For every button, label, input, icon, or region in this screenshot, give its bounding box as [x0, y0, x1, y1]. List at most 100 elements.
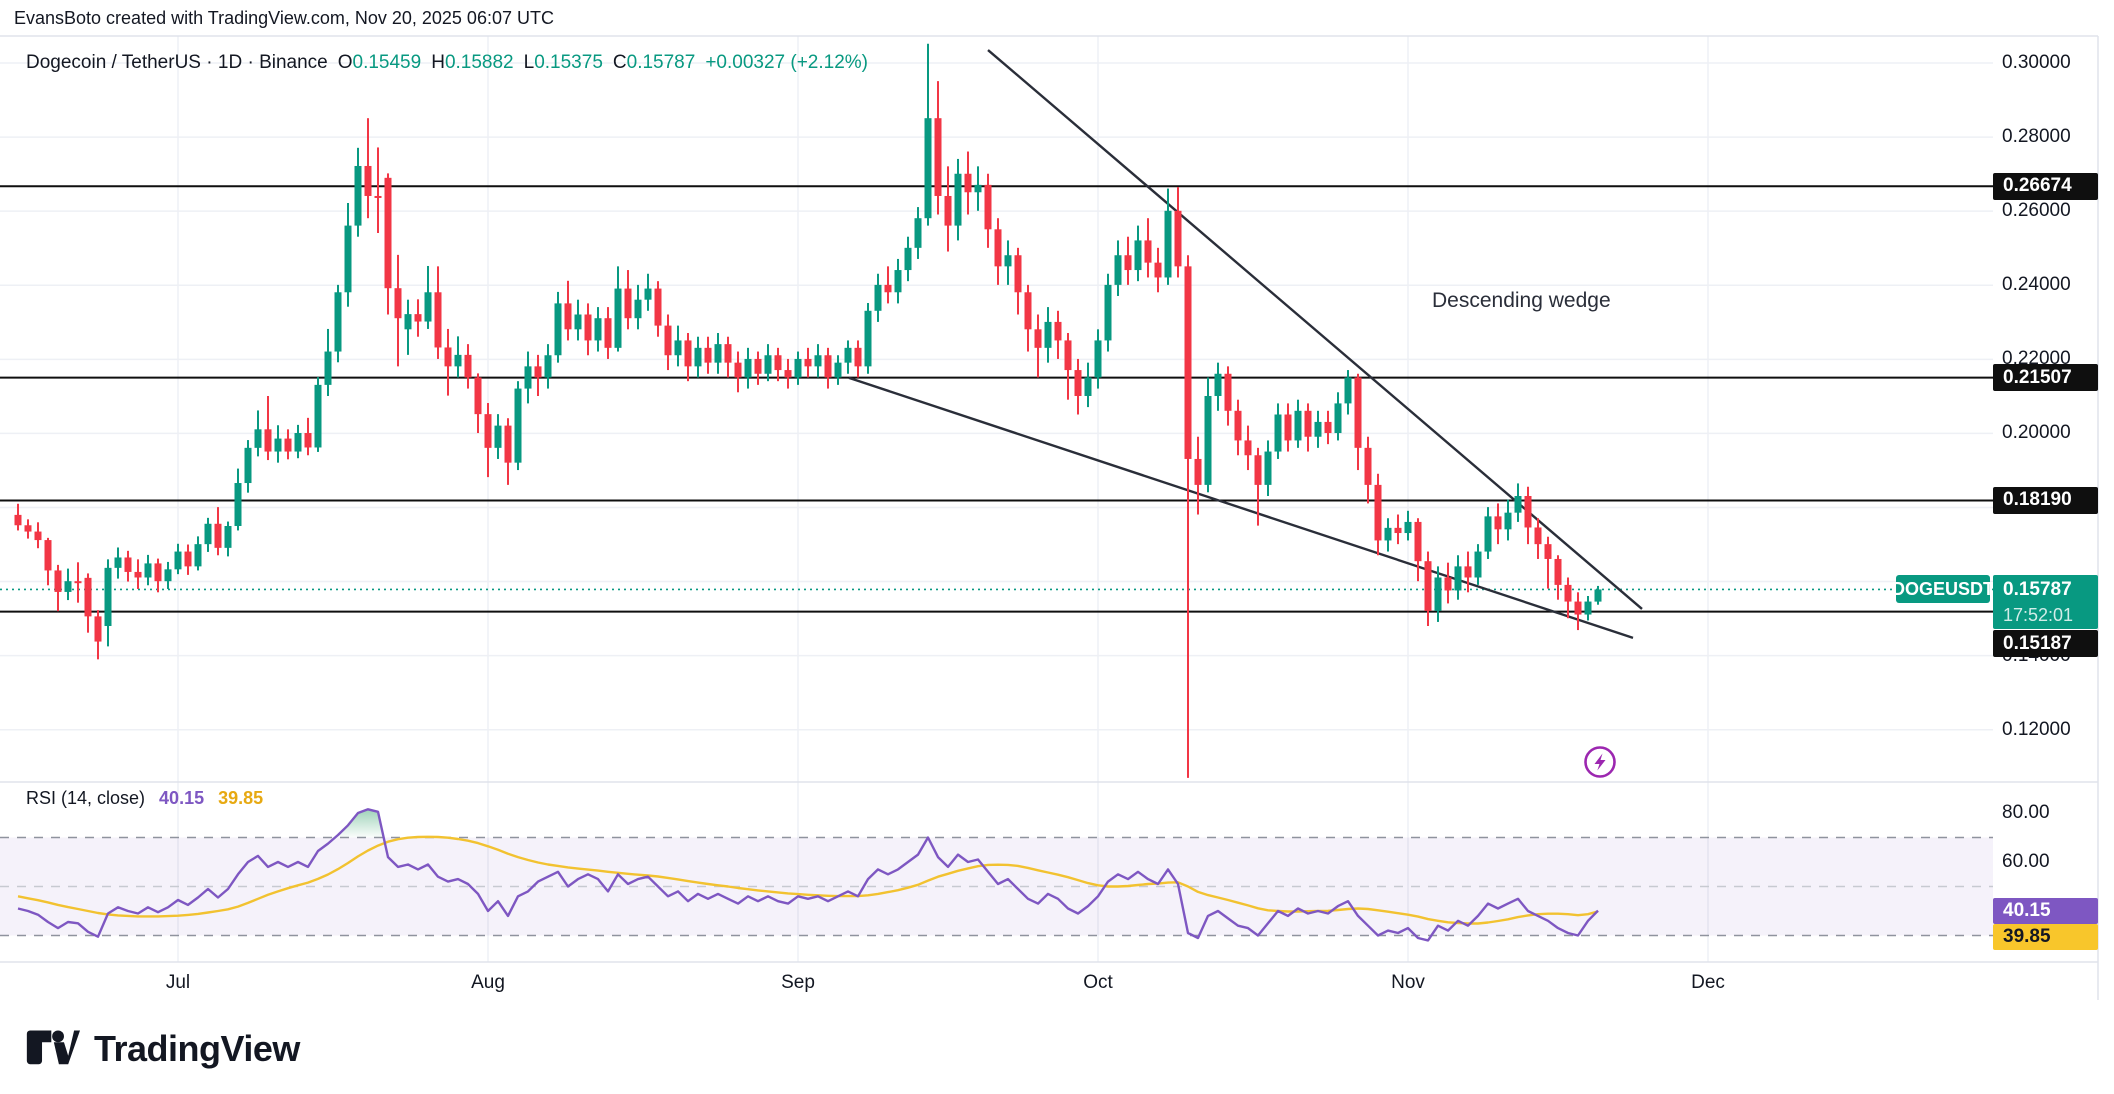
candle-body	[1324, 421, 1332, 434]
bar-countdown: 17:52:01	[2003, 605, 2074, 626]
candle-body	[894, 270, 902, 293]
rsi-line	[17, 808, 1599, 942]
candle-body	[1404, 521, 1412, 534]
candle-body	[244, 447, 252, 484]
candle-body	[794, 358, 802, 378]
candle-body	[1584, 601, 1592, 615]
candle-body	[1414, 521, 1422, 562]
rsi-title: RSI (14, close)	[26, 788, 146, 808]
candle-body	[644, 288, 652, 300]
tradingview-logo-icon	[26, 1030, 80, 1065]
time-axis-month-label: Aug	[471, 972, 505, 993]
rsi-overbought-fill	[335, 809, 384, 838]
candle-body	[754, 358, 762, 374]
candle-body	[624, 288, 632, 319]
candle-body	[1244, 440, 1252, 456]
candle-body	[194, 544, 202, 567]
candle-body	[104, 567, 112, 627]
candle-body	[474, 377, 482, 415]
candle-body	[1144, 240, 1152, 263]
candle-body	[364, 165, 372, 196]
time-axis-month-label: Jul	[165, 972, 191, 993]
candle-body	[294, 433, 302, 452]
interval-label: 1D	[217, 52, 243, 73]
candle-body	[204, 523, 212, 545]
candle-body	[494, 425, 502, 448]
candle-body	[614, 288, 622, 348]
candle-body	[1474, 551, 1482, 578]
candle-body	[304, 433, 312, 448]
symbol-legend[interactable]: Dogecoin / TetherUS · 1D · Binance O0.15…	[26, 52, 868, 74]
candle-body	[1564, 584, 1572, 602]
candle-body	[184, 551, 192, 567]
candle-body	[1494, 516, 1502, 530]
rsi-legend[interactable]: RSI (14, close) 40.15 39.85	[26, 788, 263, 809]
candle-body	[1384, 527, 1392, 541]
candle-body	[1464, 566, 1472, 578]
candle-body	[1134, 240, 1142, 271]
candle-body	[314, 384, 322, 448]
candle-body	[1044, 321, 1052, 348]
lightning-icon[interactable]	[1583, 745, 1617, 779]
candle-body	[964, 173, 972, 193]
price-tick: 0.22000	[2002, 348, 2071, 370]
candle-body	[694, 347, 702, 367]
candle-body	[1164, 210, 1172, 278]
candle-body	[1434, 577, 1442, 611]
price-tick: 0.12000	[2002, 718, 2071, 740]
candle-body	[784, 370, 792, 378]
candle-body	[844, 347, 852, 363]
candle-body	[164, 569, 172, 582]
candle-body	[1224, 373, 1232, 411]
symbol-title[interactable]: Dogecoin / TetherUS · 1D · Binance	[26, 52, 328, 73]
candle-body	[1084, 377, 1092, 396]
candle-body	[504, 425, 512, 463]
candle-body	[354, 165, 362, 226]
candle-body	[1284, 414, 1292, 441]
candle-body	[734, 362, 742, 378]
candle-body	[664, 325, 672, 356]
candle-body	[684, 340, 692, 367]
candle-body	[1504, 512, 1512, 530]
wedge-upper-trendline[interactable]	[987, 49, 1643, 610]
candle-body	[14, 514, 22, 526]
candle-body	[1024, 292, 1032, 330]
rsi-ma-line	[17, 835, 1599, 925]
symbol-price-label: DOGEUSDT	[1892, 575, 1994, 604]
price-tick: 0.30000	[2002, 52, 2071, 73]
candle-body	[374, 195, 382, 198]
gridlines	[0, 36, 1993, 962]
candle-body	[214, 523, 222, 548]
candle-body	[1354, 377, 1362, 448]
candle-body	[864, 310, 872, 367]
candle-body	[1064, 340, 1072, 371]
candle-body	[824, 355, 832, 378]
candle-body	[724, 344, 732, 363]
time-axis-month-label: Nov	[1391, 972, 1425, 993]
candle-body	[1184, 266, 1192, 459]
candle-body	[594, 318, 602, 341]
candle-body	[344, 225, 352, 293]
time-axis-month-label: Dec	[1691, 972, 1725, 993]
candle-body	[604, 318, 612, 348]
candle-body	[224, 526, 232, 548]
candle-body	[484, 414, 492, 448]
candle-body	[1574, 601, 1582, 615]
candle-body	[414, 314, 422, 322]
candle-body	[1154, 262, 1162, 278]
candle-body	[954, 173, 962, 226]
candle-body	[1394, 527, 1402, 534]
tradingview-logo[interactable]: TradingView	[26, 1028, 300, 1070]
time-axis-month-label: Oct	[1083, 972, 1113, 993]
candle-body	[1314, 421, 1322, 437]
candle-body	[1074, 370, 1082, 396]
wedge-lower-trendline[interactable]	[848, 376, 1634, 639]
level-price-badge: 0.15187	[1993, 630, 2098, 658]
candle-body	[1554, 558, 1562, 585]
candle-body	[114, 557, 122, 568]
candle-body	[914, 218, 922, 248]
candle-body	[94, 616, 102, 642]
candle-body	[1094, 340, 1102, 378]
candle-body	[884, 284, 892, 293]
